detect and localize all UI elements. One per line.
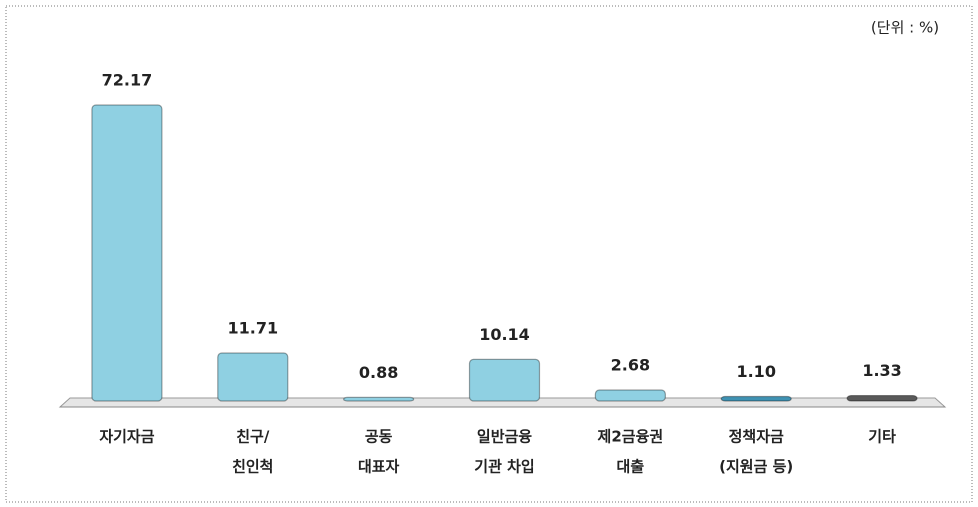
- bar: [720, 395, 792, 402]
- value-label: 1.33: [862, 361, 901, 380]
- x-tick-label: 대출: [617, 458, 645, 476]
- value-label: 0.88: [359, 363, 398, 382]
- x-tick-label: 정책자금: [729, 428, 784, 446]
- value-label: 10.14: [479, 325, 530, 344]
- x-tick-label: 공동: [365, 428, 393, 446]
- value-label: 1.10: [736, 362, 775, 381]
- bar: [217, 352, 289, 402]
- bar: [343, 396, 415, 402]
- x-tick-label: 제2금융권: [598, 428, 664, 446]
- frame: [5, 5, 973, 503]
- x-tick-label: 친구/: [236, 428, 270, 446]
- value-label: 11.71: [227, 318, 278, 337]
- x-tick-label: 대표자: [358, 458, 400, 476]
- bar: [594, 389, 666, 402]
- x-tick-label: 자기자금: [99, 428, 154, 446]
- value-label: 72.17: [102, 71, 153, 90]
- x-tick-label: 기관 차입: [474, 458, 534, 476]
- unit-label: (단위 : %): [871, 19, 939, 37]
- x-tick-label: 일반금융: [477, 428, 532, 446]
- x-tick-label: 친인척: [232, 458, 273, 476]
- x-tick-label: (지원금 등): [719, 458, 793, 476]
- value-label: 2.68: [611, 356, 650, 375]
- x-tick-label: 기타: [868, 428, 896, 446]
- bar: [846, 394, 918, 402]
- bar: [468, 358, 541, 402]
- bar: [91, 104, 163, 402]
